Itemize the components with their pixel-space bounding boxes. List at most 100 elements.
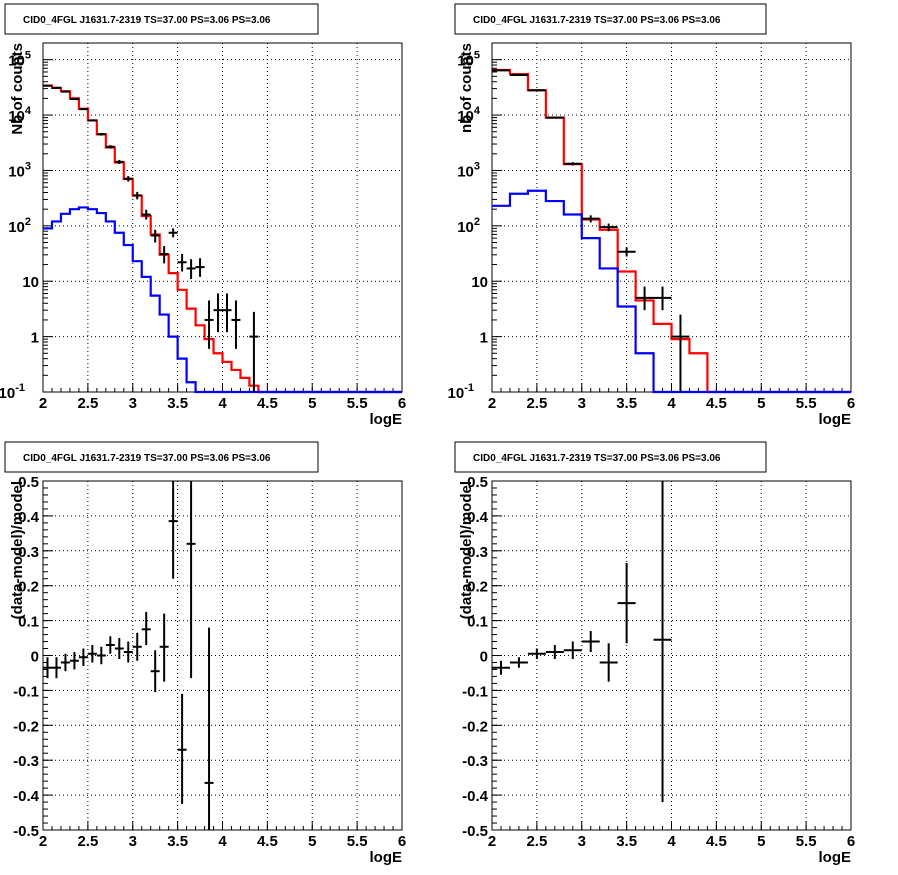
x-tick-label: 6 <box>847 833 855 850</box>
y-axis-title: (data-model)/model <box>458 481 475 619</box>
data-point <box>51 657 61 679</box>
title-box <box>454 441 767 473</box>
data-point <box>123 176 133 182</box>
x-tick-label: 3 <box>129 833 137 850</box>
y-tick-label: -0.4 <box>13 788 40 805</box>
chart-title: CID0_4FGL J1631.7-2319 TS=37.00 PS=3.06 … <box>23 15 271 26</box>
y-tick-label: -0.5 <box>13 823 39 840</box>
panel-p4: CID0_4FGL J1631.7-2319 TS=37.00 PS=3.06 … <box>454 441 855 866</box>
y-tick-label: 0.4 <box>467 509 489 526</box>
y-tick-label: -0.3 <box>13 753 39 770</box>
data-point <box>96 646 106 665</box>
y-tick-label: -0.2 <box>462 718 488 735</box>
x-tick-label: 2.5 <box>526 395 547 412</box>
x-tick-label: 5 <box>757 833 765 850</box>
panel-p3: CID0_4FGL J1631.7-2319 TS=37.00 PS=3.06 … <box>4 441 406 866</box>
data-point <box>87 645 97 663</box>
panel-p2: CID0_4FGL J1631.7-2319 TS=37.00 PS=3.06 … <box>448 3 855 428</box>
data-point <box>509 657 528 668</box>
data-point <box>249 311 259 392</box>
data-point <box>563 641 582 659</box>
y-tick-label: 0.2 <box>18 579 39 596</box>
data-point <box>204 300 214 349</box>
data-point <box>159 613 169 682</box>
y-tick-label: -0.2 <box>13 718 39 735</box>
y-axis-title: Nb of counts <box>9 43 26 135</box>
y-axis-title: (data-model)/model <box>9 481 26 619</box>
y-tick-label: 0.1 <box>18 614 39 631</box>
x-tick-label: 4 <box>218 395 227 412</box>
x-tick-label: 4.5 <box>257 395 278 412</box>
data-point <box>527 89 546 92</box>
x-tick-label: 3 <box>578 395 586 412</box>
chart-title: CID0_4FGL J1631.7-2319 TS=37.00 PS=3.06 … <box>23 453 271 464</box>
y-tick-label: 10 <box>22 274 39 291</box>
data-point <box>168 481 178 579</box>
data-point <box>105 145 115 149</box>
y-tick-label: 0.5 <box>467 474 488 491</box>
data-point <box>177 693 187 804</box>
data-point <box>177 254 187 272</box>
data-point <box>635 286 654 311</box>
x-tick-label: 6 <box>398 833 406 850</box>
y-tick-label: 105 <box>8 50 31 70</box>
x-tick-label: 3.5 <box>616 833 637 850</box>
data-point <box>150 229 160 243</box>
x-tick-label: 5 <box>757 395 765 412</box>
x-axis-title: logE <box>819 849 852 866</box>
y-tick-label: 104 <box>457 105 481 125</box>
x-tick-label: 4 <box>667 833 676 850</box>
data-point <box>213 293 223 333</box>
y-tick-label: 1 <box>480 330 488 347</box>
y-tick-label: 105 <box>457 50 480 70</box>
data-point <box>43 657 52 679</box>
data-point <box>581 631 600 653</box>
x-tick-label: 4.5 <box>706 395 727 412</box>
x-tick-label: 5.5 <box>796 833 817 850</box>
data-point <box>186 259 196 279</box>
data-point <box>653 286 672 311</box>
data-point <box>509 73 528 76</box>
data-point <box>195 258 205 277</box>
x-tick-label: 2.5 <box>77 833 98 850</box>
plot-frame <box>42 480 403 831</box>
data-point <box>51 86 61 89</box>
data-point <box>617 247 636 257</box>
data-point <box>96 132 106 136</box>
data-point <box>653 481 672 803</box>
x-tick-label: 5.5 <box>347 833 368 850</box>
x-tick-label: 3 <box>578 833 586 850</box>
data-point <box>60 90 70 93</box>
data-point <box>105 636 115 654</box>
x-tick-label: 4.5 <box>257 833 278 850</box>
y-tick-label: 0.3 <box>18 544 39 561</box>
y-tick-label: 0.2 <box>467 579 488 596</box>
data-point <box>617 563 636 644</box>
data-point <box>545 116 564 119</box>
x-tick-label: 3.5 <box>616 395 637 412</box>
data-point <box>114 159 124 164</box>
data-point <box>231 300 241 349</box>
data-point <box>69 652 79 670</box>
y-tick-label: 103 <box>457 160 480 180</box>
x-axis-title: logE <box>370 411 403 428</box>
data-point <box>222 293 232 333</box>
data-point <box>87 119 97 122</box>
y-axis-title: nb of counts <box>458 43 475 133</box>
x-tick-label: 2 <box>39 833 47 850</box>
data-point <box>43 84 52 87</box>
x-tick-label: 2.5 <box>77 395 98 412</box>
x-axis-title: logE <box>819 411 852 428</box>
y-tick-label: -0.3 <box>462 753 488 770</box>
x-tick-label: 2 <box>488 395 496 412</box>
plot-frame <box>491 480 852 831</box>
x-tick-label: 5.5 <box>796 395 817 412</box>
data-point <box>132 191 142 200</box>
y-tick-label: 0 <box>480 649 488 666</box>
x-axis-title: logE <box>370 849 403 866</box>
x-tick-label: 2 <box>488 833 496 850</box>
data-point <box>78 648 88 666</box>
x-tick-label: 5.5 <box>347 395 368 412</box>
x-tick-label: 3 <box>129 395 137 412</box>
